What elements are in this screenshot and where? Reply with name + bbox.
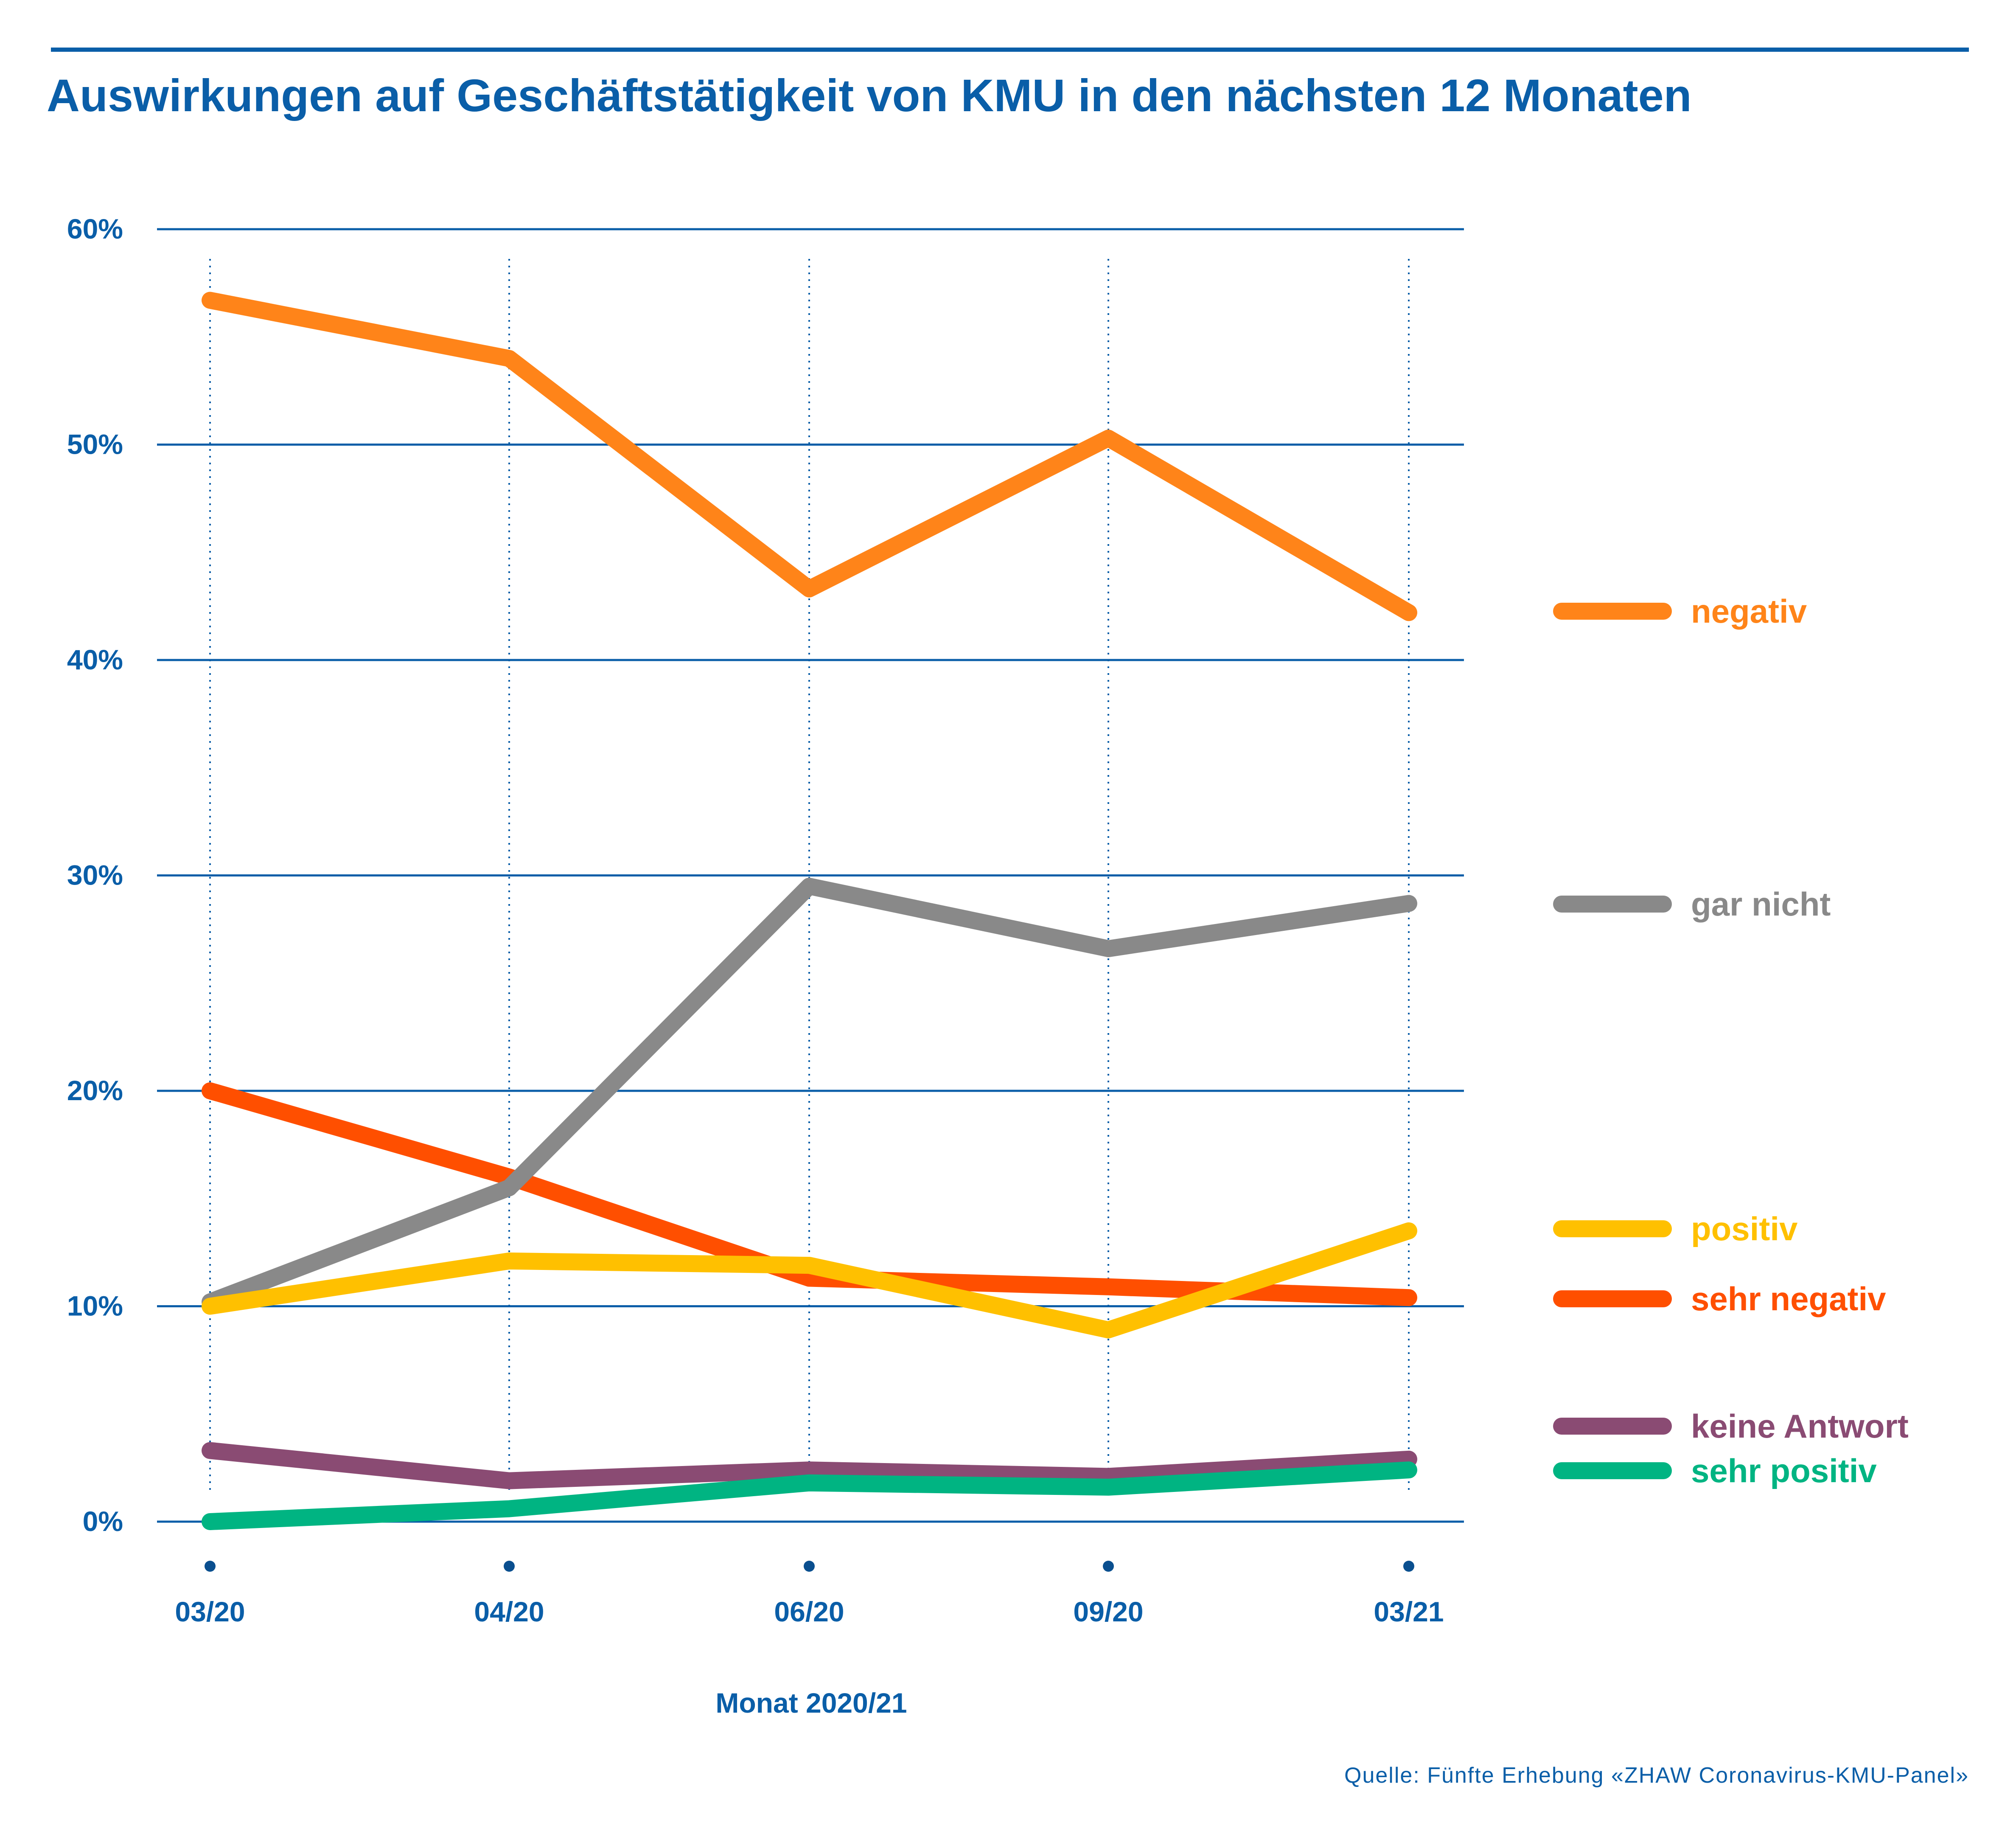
series-line: [202, 877, 1417, 1311]
legend-label: positiv: [1691, 1210, 1798, 1247]
title-rule: [51, 48, 1969, 52]
x-tick-dot: [205, 1561, 216, 1572]
series-line: [202, 292, 1417, 621]
source-note: Quelle: Fünfte Erhebung «ZHAW Coronaviru…: [1344, 1763, 1969, 1788]
y-tick-label: 50%: [67, 429, 123, 460]
legend-label: negativ: [1691, 593, 1807, 630]
x-tick-dot: [1403, 1561, 1414, 1572]
x-tick-dot: [504, 1561, 515, 1572]
legend-label: sehr positiv: [1691, 1452, 1877, 1489]
chart-title: Auswirkungen auf Geschäftstätigkeit von …: [47, 70, 1692, 121]
x-tick-label: 03/20: [175, 1596, 245, 1627]
x-tick-dot: [1103, 1561, 1114, 1572]
x-tick-label: 03/21: [1374, 1596, 1444, 1627]
series-line: [202, 1222, 1417, 1339]
x-tick-dot: [804, 1561, 815, 1572]
legend: negativ gar nicht positiv sehr negativ keine…: [1553, 593, 1909, 1489]
series-line: [202, 1461, 1417, 1530]
y-tick-label: 10%: [67, 1290, 123, 1322]
x-tick-label: 06/20: [774, 1596, 844, 1627]
legend-label: sehr negativ: [1691, 1280, 1886, 1317]
series-line: [202, 1442, 1417, 1489]
y-tick-labels: 0% 10% 20% 30% 40% 50% 60%: [67, 213, 123, 1537]
x-axis-label: Monat 2020/21: [715, 1687, 907, 1719]
legend-label: gar nicht: [1691, 885, 1831, 923]
x-tick-label: 04/20: [474, 1596, 544, 1627]
legend-label: keine Antwort: [1691, 1407, 1909, 1445]
x-tick-label: 09/20: [1073, 1596, 1143, 1627]
gridlines: [157, 228, 1464, 1523]
y-tick-label: 0%: [83, 1506, 123, 1537]
y-tick-label: 30%: [67, 860, 123, 891]
series-lines: [202, 292, 1417, 1530]
y-tick-label: 40%: [67, 644, 123, 675]
x-tick-labels: 03/20 04/20 06/20 09/20 03/21: [175, 1561, 1444, 1627]
y-tick-label: 60%: [67, 213, 123, 244]
y-tick-label: 20%: [67, 1075, 123, 1106]
